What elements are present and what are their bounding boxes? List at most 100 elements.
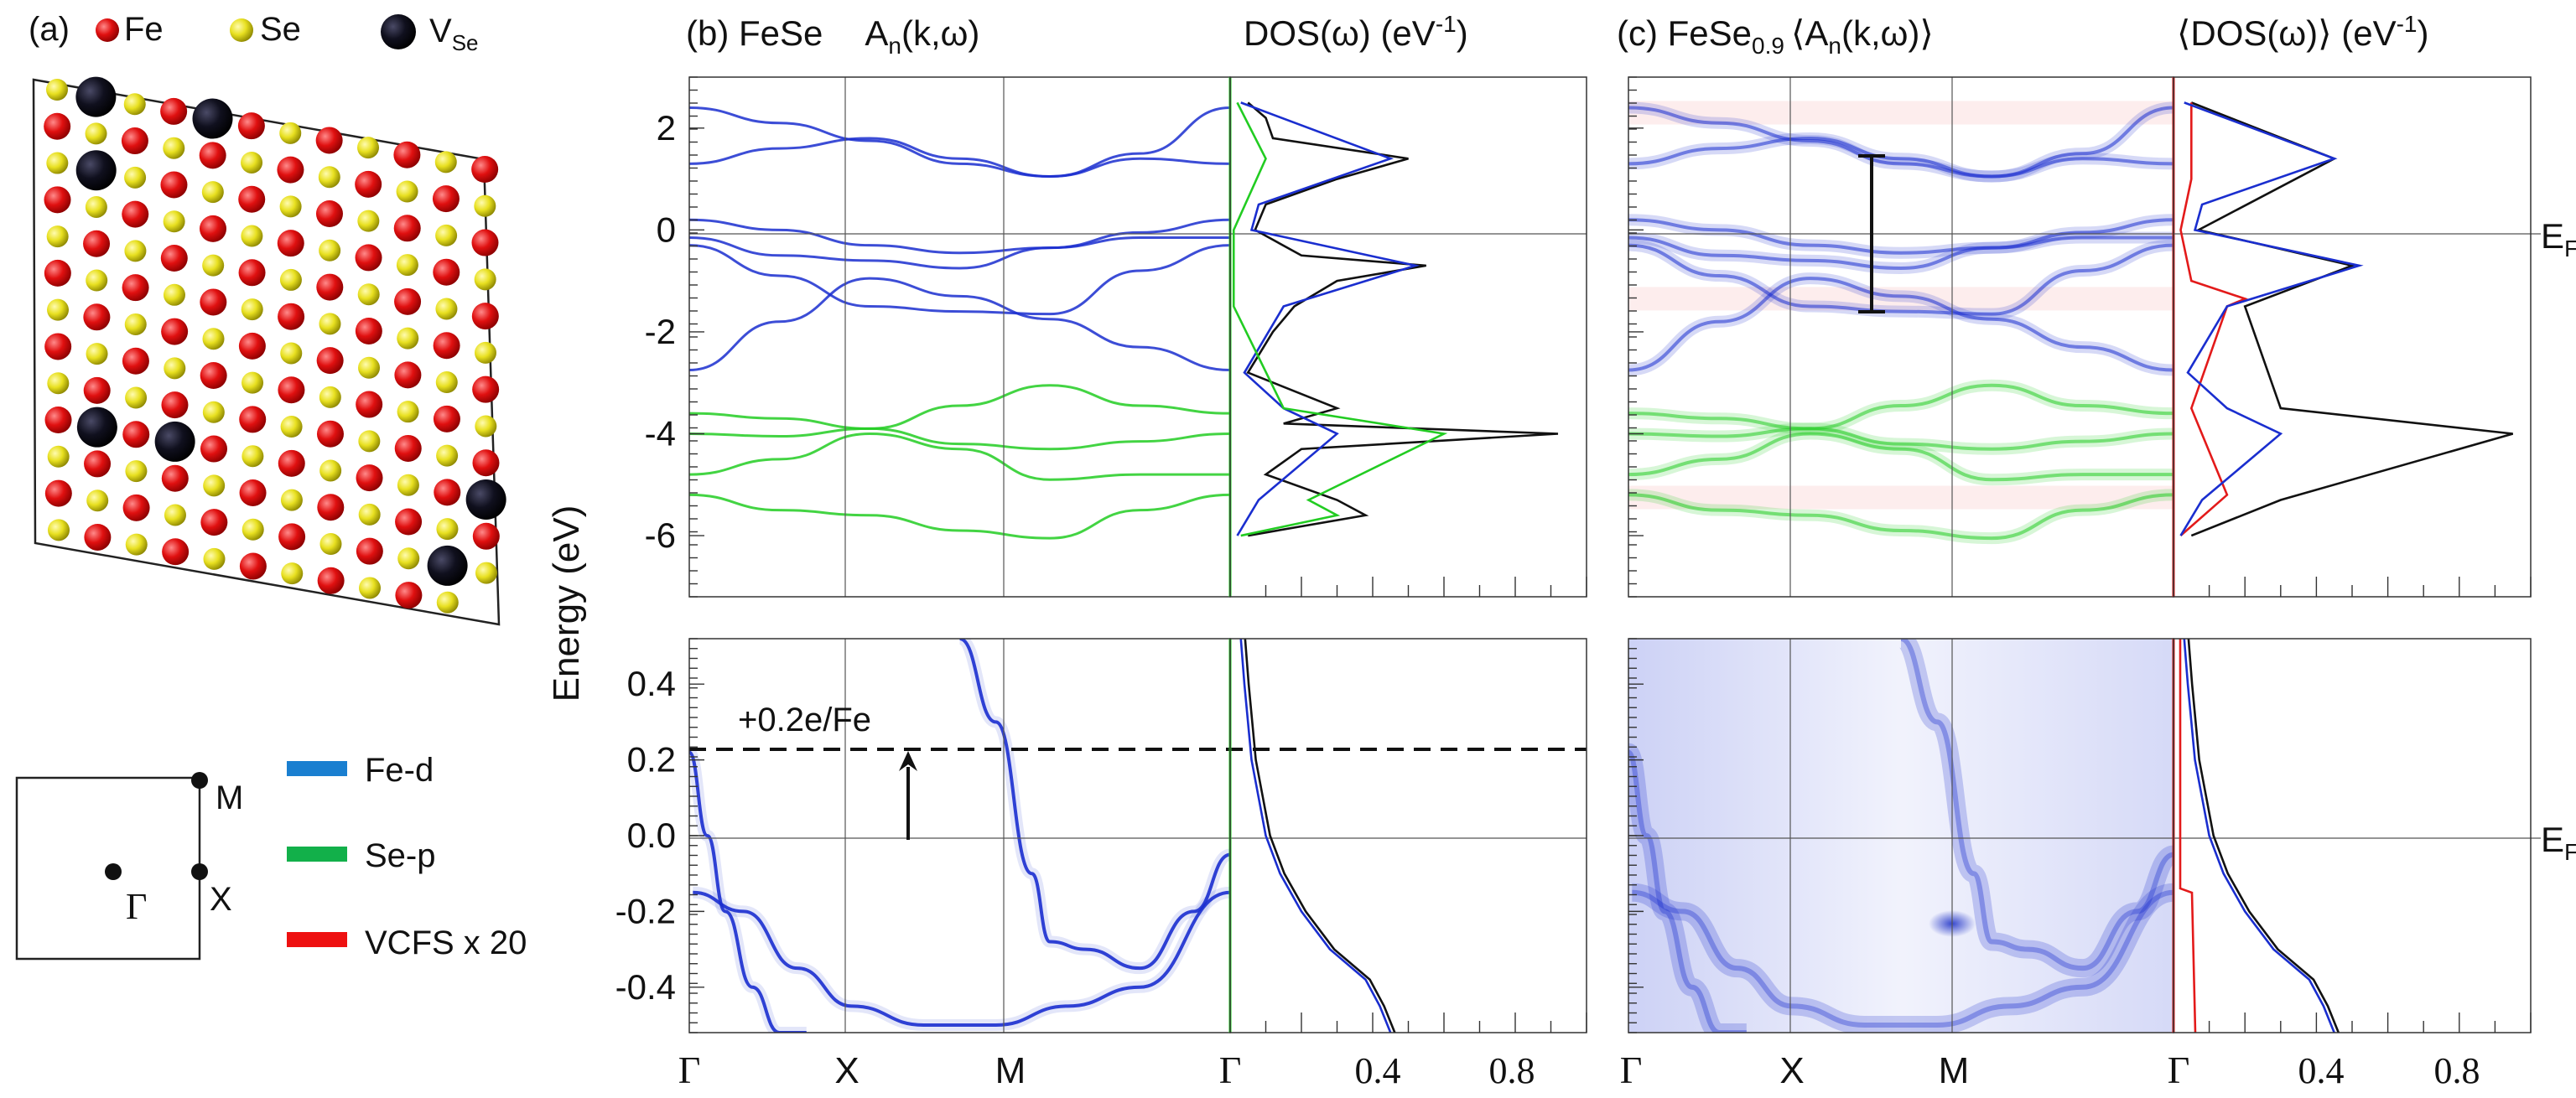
se-atom	[358, 356, 381, 379]
se-atom	[85, 122, 107, 145]
se-atom	[125, 386, 148, 409]
zoom-band-2	[693, 890, 1230, 1027]
se-atom	[319, 459, 342, 482]
se-atom	[319, 533, 342, 556]
fe-atom	[161, 391, 189, 419]
doping-annotation: +0.2e/Fe	[738, 702, 871, 738]
panel-b-title: (b) FeSe An(k,ω)	[686, 13, 979, 59]
se-atom	[319, 313, 341, 335]
broad-band-8	[1628, 427, 2174, 451]
band-line-7	[689, 384, 1230, 430]
se-atom	[124, 240, 147, 262]
fe-atom	[122, 274, 149, 302]
y-tick-label: -6	[645, 515, 676, 555]
se-atom	[436, 591, 459, 614]
vcfs-stripe-2	[1628, 287, 2174, 311]
se-atom	[85, 195, 107, 218]
band-line-8	[689, 427, 1230, 451]
se-atom	[86, 343, 108, 365]
se-atom	[318, 166, 340, 189]
fe-atom	[434, 479, 461, 506]
zoom-band-3	[958, 639, 1230, 971]
panel-b-bottom-bands	[689, 639, 1230, 1033]
se-vacancy	[465, 479, 506, 521]
panel-a: (a) Fe Se VSe	[29, 11, 506, 626]
fe-atom	[122, 347, 149, 375]
fe-atom	[44, 186, 71, 214]
panel-b-bottom-yticks: 0.4 0.2 0.0 -0.2 -0.4	[615, 638, 704, 1033]
kpath-b-m: M	[995, 1050, 1026, 1091]
fe-atom	[315, 200, 343, 228]
fe-atom	[278, 523, 306, 551]
fe-atom	[122, 494, 150, 521]
dos-curve-c-2	[2179, 102, 2248, 537]
y-tick-label: 0.2	[627, 740, 676, 779]
se-atom	[86, 269, 108, 292]
fe-atom	[278, 376, 305, 404]
legend-fe-marker	[96, 18, 119, 42]
fe-atom	[395, 508, 423, 536]
se-atom	[281, 562, 304, 585]
fe-atom	[356, 391, 383, 418]
se-atom	[319, 386, 341, 408]
zoom-dos-total	[1244, 638, 1396, 1033]
panel-c-top-bands	[1628, 101, 2174, 545]
fe-atom	[355, 170, 382, 198]
fe-atom	[160, 171, 188, 199]
dos-curve-c-fe-d	[2179, 101, 2364, 536]
dos-curve-c-1	[2190, 101, 2514, 537]
fe-atom	[356, 537, 383, 565]
fe-atom	[394, 361, 422, 389]
band-line-10	[689, 493, 1230, 540]
fe-atom	[278, 449, 305, 477]
fe-atom	[237, 112, 265, 140]
bz-label-gamma: Γ	[126, 886, 147, 927]
se-atom	[435, 224, 458, 246]
diffuse-band-glow-2	[1631, 883, 2174, 1033]
band-line-3	[689, 218, 1230, 255]
panel-b-dos-top	[1228, 76, 1587, 598]
fe-atom	[394, 434, 422, 462]
fe-atom	[317, 567, 345, 594]
se-atom	[280, 416, 303, 438]
broad-band-1	[1628, 106, 2174, 179]
se-atom	[279, 268, 302, 291]
fermi-label-top: EF	[2541, 216, 2576, 262]
dos-c-tick-08: 0.8	[2434, 1050, 2480, 1091]
se-atom	[242, 371, 264, 394]
y-tick-label: 2	[657, 108, 676, 148]
dos-b-tick-08: 0.8	[1489, 1050, 1535, 1091]
se-atom	[47, 298, 69, 321]
diffuse-band-3	[1899, 639, 2174, 971]
se-atom	[164, 357, 186, 380]
fe-atom	[44, 407, 72, 434]
se-vacancy	[154, 421, 195, 462]
se-vacancy	[427, 545, 468, 586]
dos-c-top-frame	[2173, 76, 2532, 598]
panel-b-dos-bottom	[1228, 638, 1587, 1033]
vcfs-stripe-3	[1628, 485, 2174, 510]
dos-c-bottom-curves	[2179, 638, 2340, 1033]
se-atom	[435, 371, 458, 394]
se-atom	[474, 194, 496, 217]
se-atom	[125, 460, 148, 483]
bz-point-gamma	[105, 863, 122, 880]
doping-arrow-head	[899, 751, 917, 771]
kpath-b-x: X	[834, 1050, 859, 1091]
fe-atom	[278, 303, 305, 330]
se-atom	[124, 166, 147, 189]
fe-atom	[44, 112, 71, 140]
y-tick-label: -0.4	[615, 967, 676, 1007]
fe-atom	[393, 141, 421, 168]
se-atom	[241, 151, 263, 174]
se-atom	[436, 444, 459, 467]
dos-c-tick-04: 0.4	[2298, 1050, 2345, 1091]
se-vacancy	[75, 76, 117, 117]
panel-b-top-yticks: 2 0 -2 -4 -6	[645, 76, 704, 598]
fermi-label-bottom: EF	[2541, 820, 2576, 865]
fe-atom	[162, 538, 190, 566]
se-atom	[163, 283, 185, 306]
se-atom	[48, 519, 70, 541]
diffuse-weight	[1628, 639, 2174, 1033]
